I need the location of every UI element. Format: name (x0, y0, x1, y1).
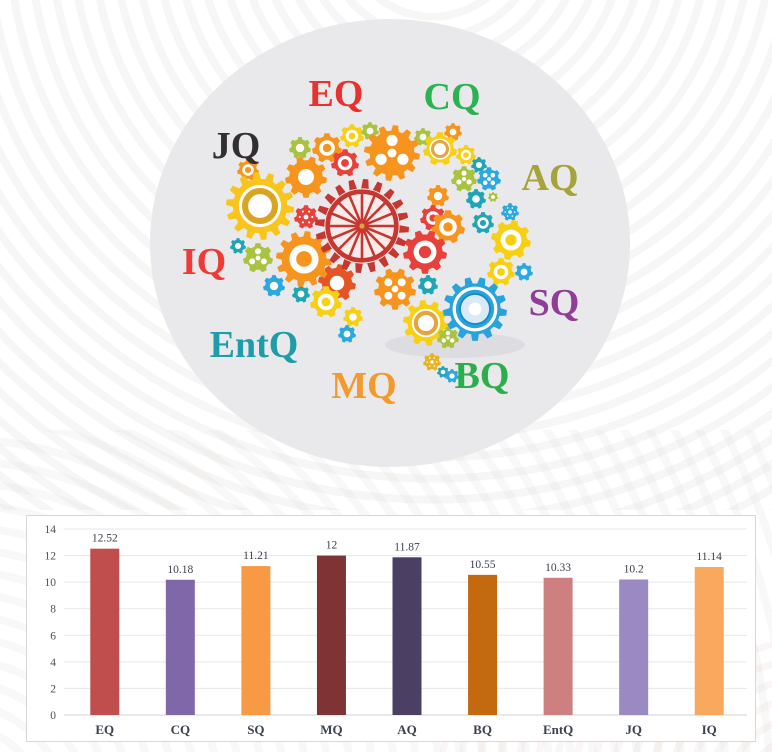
gear-orange (431, 210, 465, 244)
gear-teal (466, 189, 486, 209)
bar-sq (241, 566, 271, 715)
category-label-sq: SQ (247, 722, 264, 737)
category-label-iq: IQ (702, 722, 717, 737)
quotient-label-cq: CQ (423, 76, 481, 118)
gear-yellow (310, 286, 342, 318)
gear-yellow (491, 220, 531, 260)
quotient-label-bq: BQ (454, 355, 510, 397)
quotient-label-entq: EntQ (209, 324, 299, 366)
bar-aq (392, 557, 422, 715)
gear-orange (444, 123, 462, 141)
gear-orange (427, 185, 449, 207)
value-label-cq: 10.18 (167, 564, 193, 576)
ytick-label-0: 0 (50, 710, 56, 722)
quotient-label-mq: MQ (331, 365, 397, 407)
gear-orange (312, 133, 342, 163)
bar-entq (543, 577, 573, 715)
category-label-mq: MQ (320, 722, 342, 737)
gear-teal (418, 275, 438, 295)
gear-yellowDeep (226, 172, 294, 240)
ytick-label-14: 14 (45, 524, 57, 536)
value-label-mq: 12 (326, 540, 338, 552)
value-label-iq: 11.14 (696, 551, 722, 563)
ytick-label-12: 12 (45, 551, 57, 563)
gear-lime (451, 166, 477, 192)
bar-mq (316, 555, 346, 715)
gear-blue (443, 277, 507, 341)
gear-orange (276, 231, 332, 287)
gear-teal (437, 366, 449, 378)
gear-red (331, 149, 359, 177)
category-label-jq: JQ (625, 722, 642, 737)
value-label-aq: 11.87 (394, 541, 420, 553)
gear-orange (285, 156, 327, 198)
value-label-jq: 10.2 (624, 563, 644, 575)
gear-yellow (456, 145, 476, 165)
gear-orange (364, 125, 420, 181)
quotient-label-sq: SQ (528, 282, 580, 324)
gear-lime (361, 122, 379, 140)
gear-yellow (487, 258, 515, 286)
value-label-eq: 12.52 (92, 533, 118, 545)
gear-cyan (501, 203, 519, 221)
gear-gold (423, 353, 441, 371)
value-label-sq: 11.21 (243, 550, 269, 562)
value-label-entq: 10.33 (545, 562, 571, 574)
ytick-label-8: 8 (50, 604, 56, 616)
quotient-bar-chart: 0 2 4 6 8 10 12 14 12.52 EQ 10.18 CQ 11.21 SQ 12 MQ 11.8… (26, 515, 756, 742)
quotient-label-eq: EQ (308, 73, 364, 115)
gear-teal (471, 157, 487, 173)
category-label-entq: EntQ (543, 722, 573, 737)
gear-teal (230, 238, 246, 254)
category-label-eq: EQ (95, 722, 114, 737)
gear-orange (374, 268, 416, 310)
ytick-label-6: 6 (50, 630, 56, 642)
quotient-label-jq: JQ (211, 125, 261, 167)
gear-red (403, 230, 447, 274)
gear-yellow (423, 132, 457, 166)
category-label-cq: CQ (171, 722, 191, 737)
quotient-label-aq: AQ (521, 157, 579, 199)
bar-iq (694, 566, 724, 715)
bar-chart-svg: 0 2 4 6 8 10 12 14 12.52 EQ 10.18 CQ 11.21 SQ 12 MQ 11.8… (45, 524, 747, 737)
gear-yellow (403, 300, 449, 346)
category-label-bq: BQ (473, 722, 492, 737)
bar-jq (619, 579, 649, 715)
category-label-aq: AQ (397, 722, 417, 737)
gear-cyan (338, 325, 356, 343)
gear-lime (437, 327, 459, 349)
gear-lime (488, 192, 498, 202)
gear-yellow (340, 124, 364, 148)
gear-teal (472, 212, 494, 234)
gear-cyan (515, 263, 533, 281)
gear-lime (243, 243, 273, 273)
quotient-label-iq: IQ (181, 241, 227, 283)
gear-red (294, 205, 318, 229)
gear-lime (289, 137, 311, 159)
gear-crimson (315, 179, 409, 273)
gear-cyan (445, 369, 459, 383)
gear-cyan (263, 275, 285, 297)
bar-cq (165, 579, 195, 715)
bar-eq (90, 548, 120, 715)
gear-brain-illustration (226, 122, 533, 383)
ytick-label-2: 2 (50, 683, 56, 695)
ytick-label-4: 4 (50, 657, 56, 669)
value-label-bq: 10.55 (470, 559, 496, 571)
ytick-label-10: 10 (45, 577, 57, 589)
gear-teal (292, 285, 310, 303)
bar-bq (468, 574, 498, 715)
gear-yellow (343, 307, 363, 327)
gear-cyan (477, 167, 501, 191)
